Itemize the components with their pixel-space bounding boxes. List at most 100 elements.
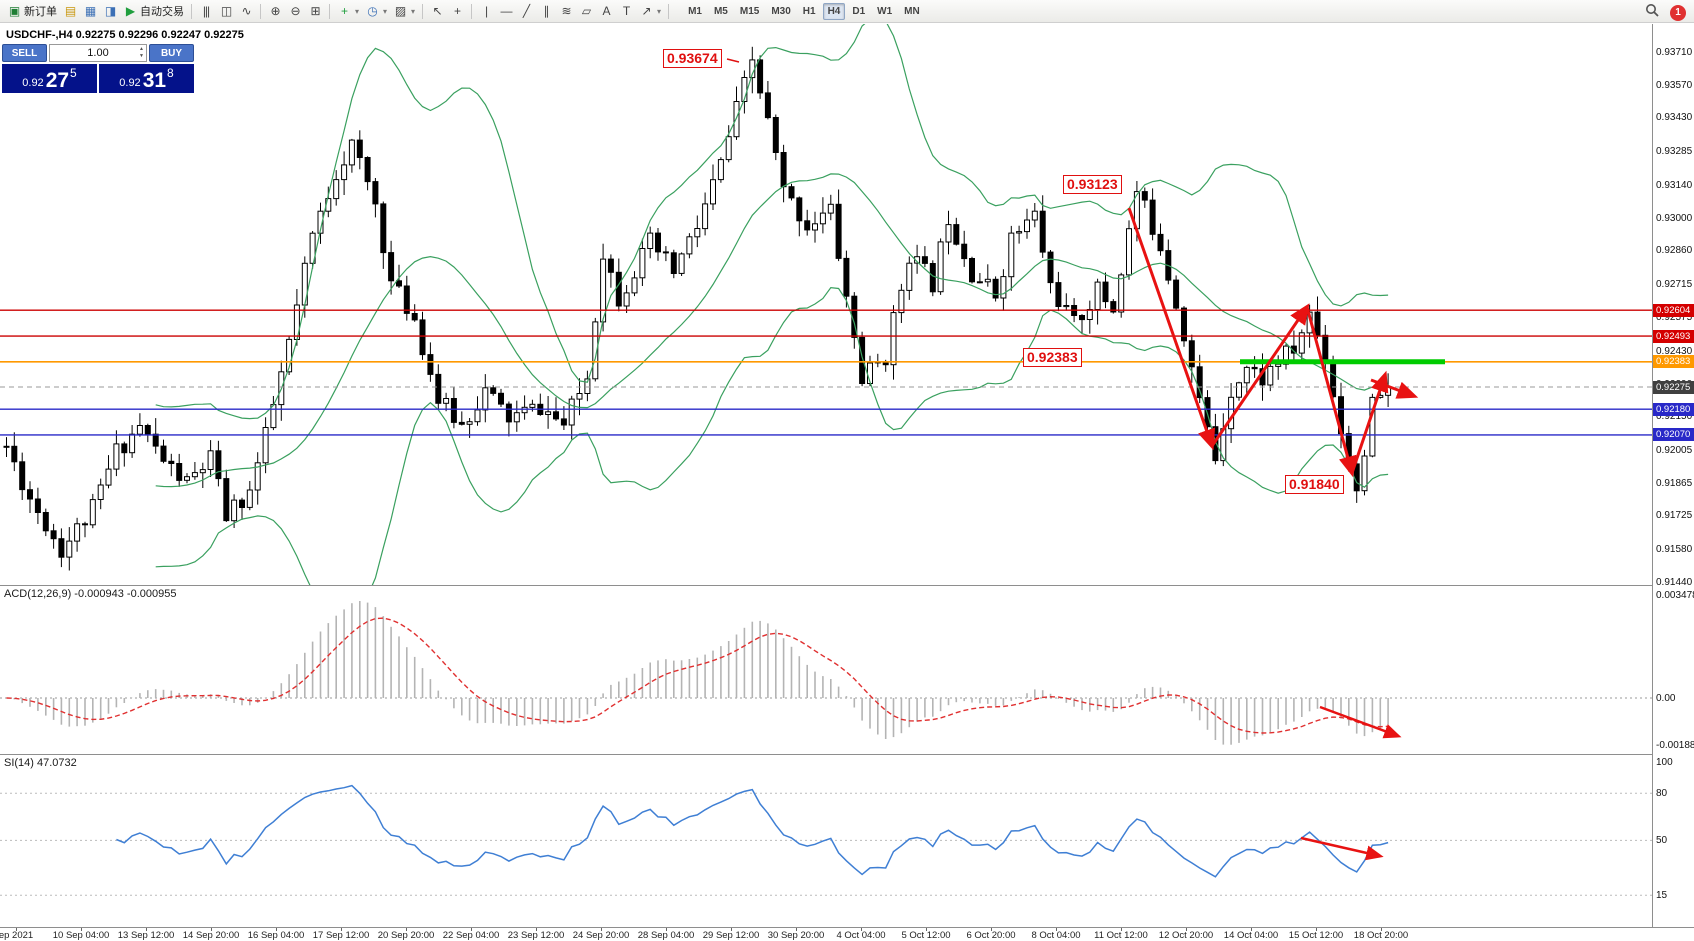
text-button[interactable]: A [596, 2, 616, 21]
time-tick [796, 928, 797, 931]
axis-label: 0.92150 [1656, 411, 1693, 423]
price-level-badge: 0.92070 [1653, 428, 1694, 442]
panel-separator[interactable] [0, 585, 1694, 586]
buy-price-display[interactable]: 0.92 31 8 [99, 64, 194, 93]
line-chart-icon: ∿ [241, 4, 251, 18]
axis-label: -0.0018804 [1656, 740, 1694, 751]
volume-value: 1.00 [87, 47, 109, 59]
zoom-out-button[interactable]: ⊖ [285, 2, 305, 21]
toolbar-separator [422, 3, 424, 19]
timeframe-w1[interactable]: W1 [877, 5, 893, 17]
toolbar-separator [471, 3, 473, 19]
autotrade-button[interactable]: ▶ 自动交易 [120, 2, 187, 21]
text-icon: A [602, 4, 611, 18]
time-tick [211, 928, 212, 931]
volume-input[interactable]: 1.00 ▲ ▼ [49, 44, 147, 62]
label-button[interactable]: T [616, 2, 636, 21]
time-axis-label: 24 Sep 20:00 [572, 930, 630, 941]
time-axis-label: 22 Sep 04:00 [442, 930, 500, 941]
time-axis-label: 17 Sep 12:00 [312, 930, 370, 941]
price-level-badge: 0.92604 [1653, 303, 1694, 317]
market-watch-button[interactable]: ▦ [80, 2, 100, 21]
trendline-button[interactable]: ╱ [516, 2, 536, 21]
timeframe-h1[interactable]: H1 [802, 5, 816, 17]
time-tick [861, 928, 862, 931]
sell-price-pip: 5 [70, 66, 77, 80]
time-axis-label: 12 Oct 20:00 [1158, 930, 1214, 941]
price-chart-canvas[interactable] [0, 24, 1652, 586]
zoom-in-icon: ⊕ [270, 4, 280, 18]
new-order-button[interactable]: ▣ 新订单 [4, 2, 60, 21]
dropdown-caret-icon[interactable]: ▾ [355, 6, 360, 16]
price-annotation[interactable]: 0.93674 [663, 49, 722, 68]
shapes-button[interactable]: ▱ [576, 2, 596, 21]
time-tick [926, 928, 927, 931]
channel-button[interactable]: ∥ [536, 2, 556, 21]
horizontal-line-button[interactable]: — [496, 2, 516, 21]
panel-separator[interactable] [0, 754, 1694, 755]
time-tick [731, 928, 732, 931]
timeframe-d1[interactable]: D1 [852, 5, 866, 17]
time-axis-label: 18 Oct 20:00 [1353, 930, 1409, 941]
vertical-line-button[interactable]: | [476, 2, 496, 21]
macd-canvas[interactable] [0, 586, 1652, 755]
timeframe-m5[interactable]: M5 [713, 5, 728, 17]
dropdown-caret-icon[interactable]: ▾ [657, 6, 662, 16]
bar-chart-button[interactable]: ||| [196, 2, 216, 21]
price-level-badge: 0.92383 [1653, 355, 1694, 369]
timeframe-m30[interactable]: M30 [771, 5, 791, 17]
timeframe-m1[interactable]: M1 [688, 5, 702, 17]
market-watch-icon: ▦ [84, 4, 96, 18]
time-axis-label: 15 Oct 12:00 [1288, 930, 1344, 941]
time-tick [601, 928, 602, 931]
time-axis-label: 14 Sep 20:00 [182, 930, 240, 941]
fibonacci-button[interactable]: ≋ [556, 2, 576, 21]
price-annotation[interactable]: 0.91840 [1285, 475, 1344, 494]
volume-spinner[interactable]: ▲ ▼ [139, 46, 144, 59]
time-axis-label: 8 Oct 04:00 [1031, 930, 1081, 941]
templates-button[interactable]: ▨ ▾ [390, 2, 418, 21]
rsi-canvas[interactable] [0, 755, 1652, 927]
buy-button[interactable]: BUY [149, 44, 194, 62]
axis-label: 80 [1656, 788, 1668, 799]
shapes-icon: ▱ [581, 4, 591, 18]
axis-label: 100 [1656, 757, 1673, 768]
axis-label: 50 [1656, 835, 1668, 846]
dropdown-caret-icon[interactable]: ▾ [383, 6, 388, 16]
chart-ohlc-header: USDCHF-,H4 0.92275 0.92296 0.92247 0.922… [6, 29, 244, 41]
price-annotation[interactable]: 0.93123 [1063, 175, 1122, 194]
timeframe-m15[interactable]: M15 [739, 5, 760, 17]
fibonacci-icon: ≋ [561, 4, 572, 18]
tile-windows-button[interactable]: ⊞ [305, 2, 325, 21]
data-window-button[interactable]: ◨ [100, 2, 120, 21]
dropdown-caret-icon[interactable]: ▾ [411, 6, 416, 16]
sell-price-display[interactable]: 0.92 27 5 [2, 64, 97, 93]
toolbar-separator [191, 3, 192, 19]
timeframe-h4[interactable]: H4 [822, 2, 846, 20]
axis-label: 15 [1656, 890, 1668, 901]
bar-chart-icon: ||| [202, 4, 210, 18]
arrows-button[interactable]: ↗ ▾ [636, 2, 664, 21]
buy-price-big: 31 [142, 69, 167, 92]
time-axis-label: 29 Sep 12:00 [702, 930, 760, 941]
candlestick-chart-button[interactable]: ◫ [216, 2, 236, 21]
sell-button[interactable]: SELL [2, 44, 47, 62]
cursor-button[interactable]: ↖ [427, 2, 447, 21]
time-tick [1121, 928, 1122, 931]
search-icon[interactable] [1645, 3, 1660, 23]
periods-button[interactable]: ◷ ▾ [362, 2, 390, 21]
time-tick [991, 928, 992, 931]
price-annotation[interactable]: 0.92383 [1023, 348, 1082, 367]
chart-profile-button[interactable]: ▤ [60, 2, 80, 21]
line-chart-button[interactable]: ∿ [236, 2, 256, 21]
crosshair-button[interactable]: + [447, 2, 467, 21]
time-axis[interactable]: ep 2021 10 Sep 04:00 13 Sep 12:00 14 Sep 20… [0, 927, 1694, 941]
axis-label: 0.91440 [1656, 577, 1693, 588]
time-tick [81, 928, 82, 931]
zoom-in-button[interactable]: ⊕ [265, 2, 285, 21]
timeframe-mn[interactable]: MN [904, 5, 920, 17]
price-axis[interactable]: 0.93710 0.93570 0.93430 0.93285 0.93140 0.930… [1652, 24, 1694, 941]
time-axis-label: 16 Sep 04:00 [247, 930, 305, 941]
notification-badge[interactable]: 1 [1670, 5, 1686, 21]
indicators-button[interactable]: + ▾ [334, 2, 362, 21]
